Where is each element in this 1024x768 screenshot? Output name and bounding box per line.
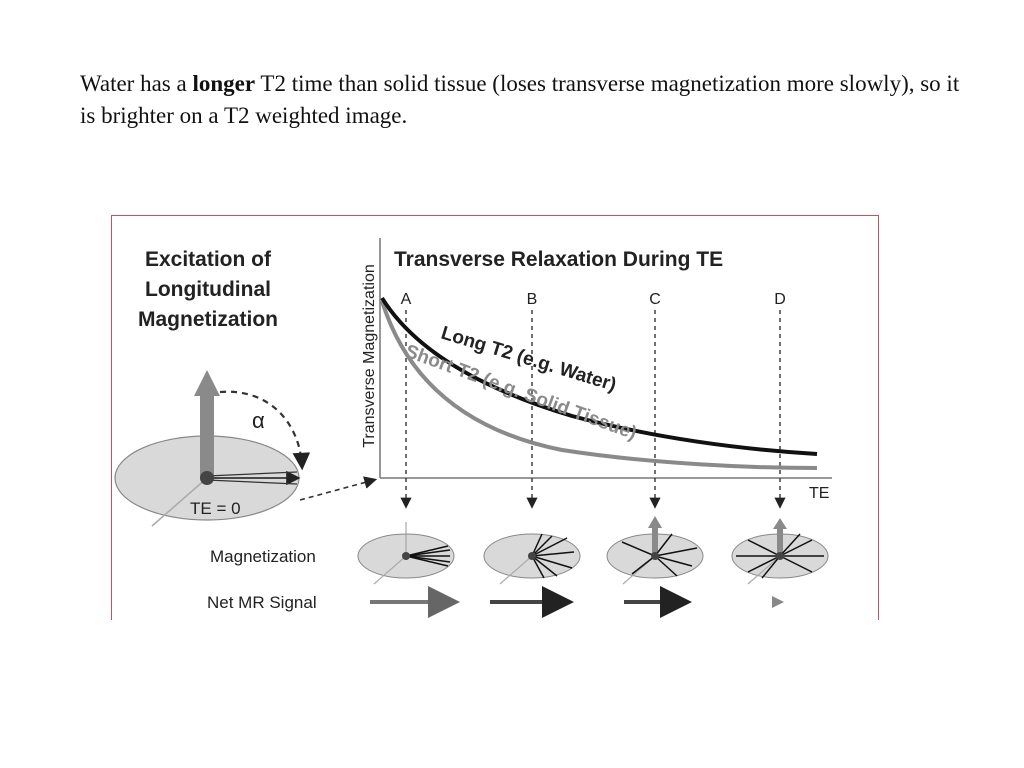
left-title-line-1: Excitation of xyxy=(145,248,272,271)
row-magnetization-label: Magnetization xyxy=(210,547,316,566)
long-t2-curve xyxy=(380,296,818,456)
caption-part-2: T2 time than solid tissue (loses transve… xyxy=(80,71,960,128)
timepoint-b: B xyxy=(527,291,538,308)
caption-part-1: Water has a xyxy=(80,71,193,96)
spin-disc-b xyxy=(483,533,581,585)
right-title: Transverse Relaxation During TE xyxy=(394,248,723,271)
left-title-line-2: Longitudinal xyxy=(145,278,271,301)
x-axis-label: TE xyxy=(809,485,829,502)
figure-canvas: Excitation of Longitudinal Magnetization… xyxy=(114,238,832,618)
spin-disc-d xyxy=(731,518,829,585)
row-signal-label: Net MR Signal xyxy=(207,593,317,612)
signal-arrow-d xyxy=(772,596,784,608)
relaxation-axes xyxy=(379,238,832,479)
left-title-line-3: Magnetization xyxy=(138,308,278,331)
t2-relaxation-figure: Excitation of Longitudinal Magnetization… xyxy=(111,215,879,620)
timepoint-c: C xyxy=(649,291,661,308)
caption-bold-word: longer xyxy=(192,71,256,96)
spin-disc-c xyxy=(606,516,704,585)
timepoint-d: D xyxy=(774,291,786,308)
excitation-disc xyxy=(114,370,311,527)
timepoint-a: A xyxy=(401,291,412,308)
alpha-label: α xyxy=(252,408,265,433)
y-axis-label: Transverse Magnetization xyxy=(361,264,378,448)
te-zero-label: TE = 0 xyxy=(190,499,241,518)
caption-text: Water has a longer T2 time than solid ti… xyxy=(80,68,960,132)
short-t2-curve xyxy=(380,300,818,470)
spin-disc-a xyxy=(357,522,455,585)
